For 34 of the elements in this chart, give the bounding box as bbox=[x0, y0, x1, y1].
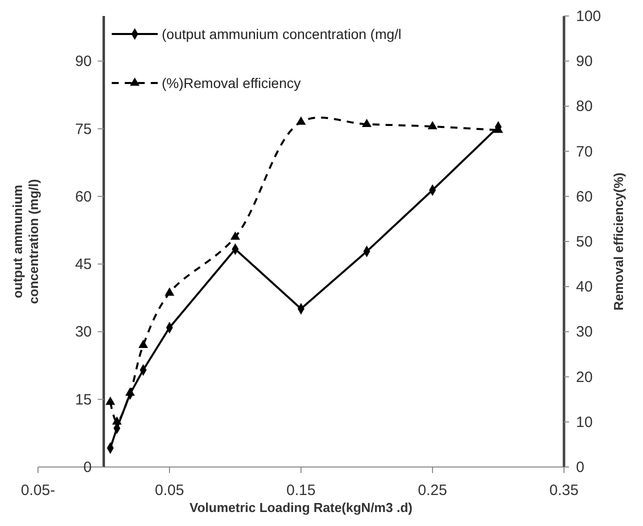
y-tick-label: 60 bbox=[75, 188, 92, 206]
y-axis-title: output ammunium concentration (mg/l) bbox=[10, 179, 41, 304]
point bbox=[428, 120, 438, 130]
x-axis-title: Volumetric Loading Rate(kgN/m3 .d) bbox=[190, 500, 412, 515]
legend-label: (%)Removal efficiency bbox=[162, 75, 301, 91]
x-tick-label: 0.25 bbox=[418, 482, 448, 499]
point bbox=[138, 340, 148, 348]
y2-tick-label: 30 bbox=[576, 324, 593, 341]
y-tick-label: 75 bbox=[75, 120, 92, 138]
x-tick-label: 0.35 bbox=[549, 482, 579, 499]
y2-axis-title: Removal efficiency(%) bbox=[611, 172, 626, 310]
y2-tick-label: 80 bbox=[576, 98, 593, 116]
y2-tick-label: 90 bbox=[576, 53, 593, 70]
y2-tick-label: 100 bbox=[576, 8, 602, 25]
legend-label: (output ammunium concentration (mg/l bbox=[162, 26, 402, 42]
point bbox=[230, 231, 240, 240]
y-tick-label: 90 bbox=[75, 53, 92, 70]
y2-tick-label: 0 bbox=[576, 459, 584, 476]
y2-tick-label: 10 bbox=[576, 414, 593, 431]
point bbox=[296, 116, 306, 125]
y2-tick-label: 50 bbox=[576, 234, 593, 250]
x-tick-label: 0.05- bbox=[20, 482, 56, 499]
x-tick-label: 0.05 bbox=[154, 482, 184, 499]
y2-tick-label: 60 bbox=[576, 188, 593, 206]
point bbox=[164, 287, 174, 296]
y2-tick-label: 40 bbox=[576, 278, 593, 296]
y-tick-label: 30 bbox=[75, 324, 92, 341]
y2-tick-label: 70 bbox=[576, 143, 593, 160]
x-tick-label: 0.15 bbox=[286, 482, 316, 499]
point bbox=[106, 396, 116, 405]
y2-tick-label: 20 bbox=[576, 368, 593, 386]
y-tick-label: 15 bbox=[75, 391, 92, 408]
y-tick-label: 45 bbox=[75, 256, 92, 274]
point bbox=[362, 118, 372, 128]
